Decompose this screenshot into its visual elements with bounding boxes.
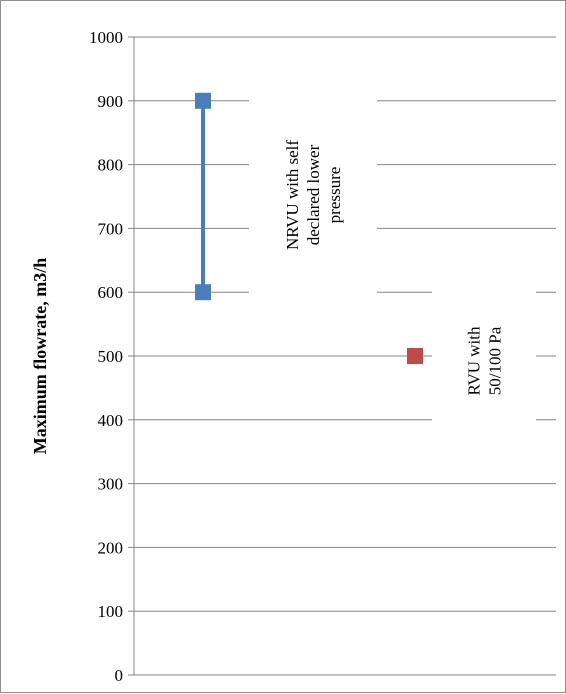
y-tick-label: 800	[98, 156, 124, 175]
annotation-text: declared lower	[304, 144, 323, 245]
y-tick-label: 300	[98, 475, 124, 494]
annotation-group: NRVU with self declared lower pressure	[283, 140, 344, 250]
series-layer	[195, 92, 423, 364]
y-tick-label: 500	[98, 347, 124, 366]
annotation-background	[432, 288, 536, 434]
y-tick-label: 0	[115, 666, 124, 685]
y-axis-title: Maximum flowrate, m3/h	[30, 258, 50, 454]
data-point-marker	[195, 92, 211, 109]
data-point-marker	[195, 284, 211, 301]
y-tick-label: 600	[98, 283, 124, 302]
annotation-text: pressure	[325, 167, 344, 224]
y-tick-label: 100	[98, 602, 124, 621]
annotation-layer: NRVU with self declared lower pressure RVU …	[249, 97, 536, 434]
annotation-text: 50/100 Pa	[486, 326, 505, 395]
data-point-marker	[407, 348, 423, 364]
y-tick-label: 700	[98, 219, 124, 238]
y-tick-label: 400	[98, 411, 124, 430]
annotation-text: RVU with	[465, 326, 484, 396]
annotation-background	[249, 97, 377, 293]
y-tick-label: 200	[98, 538, 124, 557]
annotation-group: RVU with 50/100 Pa	[465, 326, 505, 396]
y-tick-label: 1000	[89, 28, 123, 47]
tick-layer: 0 100 200 300 400 500 600 700 800 900 1000	[89, 28, 134, 685]
y-tick-label: 900	[98, 92, 124, 111]
annotation-text: NRVU with self	[283, 140, 302, 250]
